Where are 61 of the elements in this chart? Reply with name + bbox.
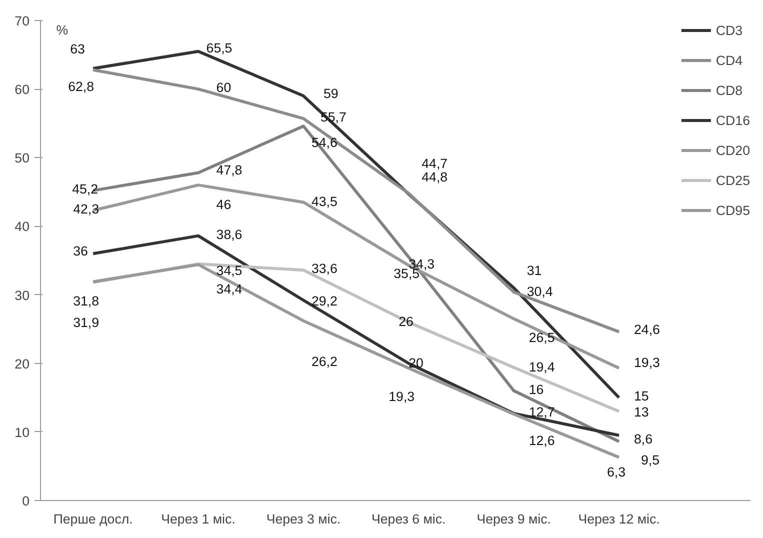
- data-label: 19,4: [528, 359, 556, 374]
- legend-label: CD3: [716, 22, 743, 38]
- data-label: 16: [528, 382, 544, 397]
- data-label: 13: [634, 404, 649, 420]
- data-label: 44,8: [422, 169, 448, 184]
- data-label: 34,3: [408, 256, 435, 272]
- data-label: 31: [526, 262, 542, 278]
- x-tick-label: Через 9 міс.: [476, 512, 551, 526]
- data-label: 6,3: [607, 464, 626, 480]
- data-label: 46: [216, 197, 232, 212]
- legend-label: CD8: [716, 82, 743, 98]
- data-label: 43,5: [311, 194, 338, 210]
- data-label: 31,8: [73, 293, 100, 308]
- y-axis-title: %: [56, 22, 68, 38]
- data-label: 29,2: [311, 293, 338, 308]
- data-label: 42,3: [73, 201, 100, 216]
- data-label: 26: [398, 314, 414, 330]
- data-label: 44,7: [422, 156, 448, 171]
- x-tick-label: Перше досл.: [53, 512, 133, 526]
- y-tick-label: 50: [14, 150, 30, 166]
- data-label: 12,6: [528, 433, 555, 448]
- data-label: 33,6: [311, 261, 338, 276]
- legend-label: CD95: [716, 202, 750, 218]
- legend-label: CD25: [716, 172, 750, 188]
- y-tick-label: 0: [22, 494, 30, 508]
- legend-label: CD16: [716, 112, 750, 128]
- data-label: 47,8: [216, 162, 242, 178]
- data-label: 15: [634, 388, 649, 404]
- data-label: 36: [73, 244, 88, 259]
- data-label: 30,4: [526, 284, 554, 300]
- y-tick-label: 60: [14, 82, 30, 98]
- y-tick-label: 20: [14, 356, 30, 372]
- x-tick-label: Через 1 міс.: [161, 512, 236, 526]
- data-label: 12,7: [528, 404, 555, 420]
- data-label: 19,3: [634, 355, 660, 370]
- data-label: 54,6: [311, 135, 338, 150]
- data-label: 26,2: [311, 354, 338, 369]
- x-tick-label: Через 3 міс.: [266, 512, 341, 526]
- data-label: 63: [70, 42, 85, 56]
- data-label: 26,5: [528, 330, 555, 345]
- x-tick-label: Через 6 міс.: [372, 512, 446, 526]
- data-label: 34,4: [216, 282, 243, 297]
- y-tick-label: 70: [14, 14, 30, 28]
- data-label: 19,3: [388, 389, 415, 404]
- data-label: 65,5: [206, 40, 232, 56]
- data-label: 45,2: [72, 182, 98, 197]
- data-label: 60: [216, 80, 232, 96]
- legend-label: CD4: [716, 52, 743, 68]
- data-label: 34,5: [216, 262, 242, 278]
- data-label: 38,6: [216, 226, 242, 242]
- data-label: 59: [323, 86, 338, 101]
- data-label: 31,9: [73, 314, 100, 330]
- data-label: 9,5: [641, 452, 660, 468]
- y-tick-label: 30: [14, 288, 30, 303]
- data-label: 24,6: [634, 322, 660, 337]
- legend-label: CD20: [716, 142, 750, 158]
- data-label: 62,8: [68, 78, 94, 94]
- x-tick-label: Через 12 міс.: [578, 512, 660, 526]
- y-tick-label: 40: [14, 219, 30, 234]
- data-label: 8,6: [634, 432, 653, 447]
- y-tick-label: 10: [14, 424, 30, 440]
